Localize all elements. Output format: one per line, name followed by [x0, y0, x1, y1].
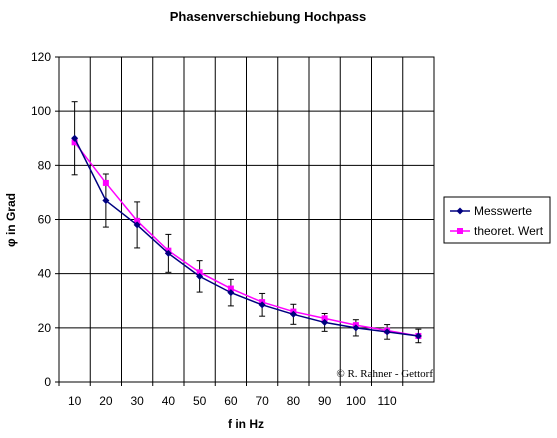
x-tick-label: 70 — [255, 394, 269, 408]
x-tick-label: 10 — [68, 394, 82, 408]
point-messwerte — [258, 301, 266, 309]
x-axis-label: f in Hz — [228, 417, 264, 431]
series-line-messwerte — [73, 137, 419, 337]
y-tick-label: 20 — [38, 321, 52, 335]
point-messwerte — [227, 289, 235, 297]
point-messwerte — [289, 310, 297, 318]
y-tick-label: 120 — [31, 50, 51, 64]
point-messwerte — [164, 249, 172, 257]
x-tick-label: 80 — [287, 394, 301, 408]
x-tick-label: 20 — [99, 394, 113, 408]
chart-title: Phasenverschiebung Hochpass — [170, 9, 367, 24]
x-tick-label: 60 — [224, 394, 238, 408]
y-tick-label: 60 — [38, 213, 52, 227]
series-layer — [71, 134, 422, 340]
legend-label-theoret: theoret. Wert — [474, 224, 544, 238]
legend-label-messwerte: Messwerte — [474, 204, 532, 218]
x-tick-label: 100 — [346, 394, 366, 408]
series-line-theoret-wert — [74, 141, 419, 337]
point-theoret-wert — [102, 179, 109, 186]
point-theoret-wert — [134, 217, 141, 224]
point-messwerte — [352, 324, 360, 332]
point-messwerte — [196, 272, 204, 280]
x-tick-label: 40 — [162, 394, 176, 408]
point-messwerte — [133, 221, 141, 229]
point-messwerte — [321, 318, 329, 326]
point-messwerte — [414, 332, 422, 340]
x-tick-label: 50 — [193, 394, 207, 408]
point-messwerte — [102, 197, 110, 205]
x-tick-label: 90 — [318, 394, 332, 408]
y-axis-ticks: 0 20 40 60 80 100 120 — [31, 50, 59, 389]
point-messwerte — [383, 328, 391, 336]
legend-marker-theoret — [457, 228, 463, 234]
y-axis-label: φ in Grad — [4, 193, 18, 247]
x-axis-ticks: 10 20 30 40 50 60 70 80 90 100 110 — [58, 382, 404, 408]
x-tick-label: 30 — [130, 394, 144, 408]
legend-box — [443, 196, 551, 244]
legend-marker-messwerte — [456, 207, 464, 215]
point-theoret-wert — [321, 315, 328, 322]
y-tick-label: 80 — [38, 158, 52, 172]
copyright-annotation: © R. Rahner - Gettorf — [336, 368, 433, 380]
x-tick-label: 110 — [378, 394, 397, 408]
point-messwerte — [71, 134, 79, 142]
y-tick-label: 40 — [38, 267, 52, 281]
point-theoret-wert — [196, 269, 203, 276]
y-tick-label: 0 — [44, 375, 51, 389]
y-tick-label: 100 — [31, 104, 51, 118]
grid-lines — [58, 56, 435, 383]
point-theoret-wert — [71, 139, 78, 146]
legend: Messwerte theoret. Wert — [443, 196, 551, 244]
point-theoret-wert — [227, 285, 234, 292]
